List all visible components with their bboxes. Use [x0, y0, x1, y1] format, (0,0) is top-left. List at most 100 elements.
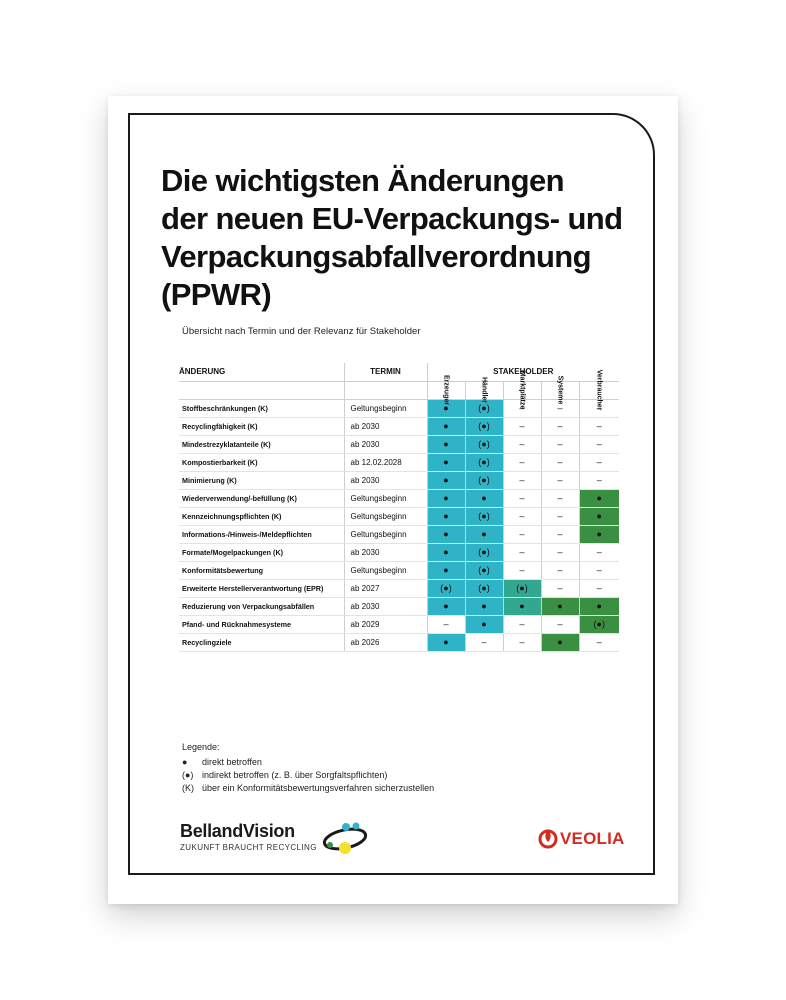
- stakeholder-cell: –: [540, 471, 579, 490]
- page-frame: [128, 113, 655, 875]
- legend-item: (K) über ein Konformitätsbewertungsverfah…: [182, 782, 434, 795]
- table-row: Stoffbeschränkungen (K) Geltungsbeginn ● (●…: [179, 399, 620, 418]
- table-row: Informations-/Hinweis-/Meldepflichten Gel…: [179, 525, 620, 544]
- stakeholder-cell: –: [502, 633, 541, 652]
- bellandvision-orbit-icon: [322, 822, 368, 854]
- stakeholder-cell: ●: [464, 597, 503, 616]
- stakeholder-cell: –: [502, 435, 541, 454]
- stakeholder-cell: –: [578, 543, 620, 562]
- stakeholder-cell: –: [578, 417, 620, 436]
- header-termin: TERMIN: [343, 363, 427, 382]
- stakeholder-cell: –: [578, 435, 620, 454]
- change-cell: Recyclingziele: [179, 633, 344, 652]
- legend-item: (●) indirekt betroffen (z. B. über Sorgfa…: [182, 769, 434, 782]
- document-page: Die wichtigsten Änderungen der neuen EU-…: [108, 96, 678, 904]
- stakeholder-cell: ●: [426, 633, 465, 652]
- stakeholder-cell: (●): [502, 579, 541, 598]
- stakeholder-cell: –: [502, 615, 541, 634]
- stakeholder-cell: ●: [426, 471, 465, 490]
- stakeholder-cell: ●: [464, 489, 503, 508]
- change-cell: Stoffbeschränkungen (K): [179, 399, 344, 418]
- stakeholder-verbraucher: Verbraucher: [578, 370, 620, 410]
- stakeholder-systeme: Systeme: [540, 376, 579, 404]
- stakeholder-cell: –: [540, 543, 579, 562]
- stakeholder-cell: –: [502, 471, 541, 490]
- termin-cell: Geltungsbeginn: [343, 561, 427, 580]
- stakeholder-cell: –: [502, 525, 541, 544]
- stakeholder-cell: (●): [464, 543, 503, 562]
- termin-cell: ab 2030: [343, 543, 427, 562]
- stakeholder-haendler: Händler: [464, 377, 503, 403]
- stakeholder-cell: –: [540, 435, 579, 454]
- stakeholder-cell: ●: [426, 417, 465, 436]
- table-header-row: ÄNDERUNG TERMIN STAKEHOLDER: [179, 363, 620, 382]
- termin-cell: ab 2027: [343, 579, 427, 598]
- stakeholder-cell: –: [502, 453, 541, 472]
- stakeholder-cell: –: [578, 399, 620, 418]
- stakeholder-cell: ●: [540, 597, 579, 616]
- stakeholder-cell: (●): [464, 417, 503, 436]
- stakeholder-cell: ●: [426, 435, 465, 454]
- table-row: Mindestrezyklatanteile (K) ab 2030 ● (●) – – –: [179, 435, 620, 454]
- stakeholder-cell: (●): [464, 579, 503, 598]
- legend-symbol: (K): [182, 783, 194, 793]
- table-row: Wiederverwendung/-befüllung (K) Geltungsb…: [179, 489, 620, 508]
- title-line-2: der neuen EU-Verpackungs- und: [161, 201, 623, 236]
- title-line-1: Die wichtigsten Änderungen: [161, 163, 565, 198]
- change-cell: Minimierung (K): [179, 471, 344, 490]
- stakeholder-cell: –: [578, 453, 620, 472]
- change-cell: Konformitätsbewertung: [179, 561, 344, 580]
- change-cell: Kompostierbarkeit (K): [179, 453, 344, 472]
- table-row: Pfand- und Rücknahmesysteme ab 2029– ● – – (●…: [179, 615, 620, 634]
- bellandvision-tagline: ZUKUNFT BRAUCHT RECYCLING: [180, 843, 317, 852]
- stakeholder-cell: –: [578, 579, 620, 598]
- legend-symbol: (●): [182, 770, 194, 780]
- stakeholder-cell: –: [540, 561, 579, 580]
- termin-cell: Geltungsbeginn: [343, 399, 427, 418]
- stakeholder-cell: –: [502, 561, 541, 580]
- termin-cell: ab 2026: [343, 633, 427, 652]
- stakeholder-cell: –: [502, 417, 541, 436]
- termin-cell: ab 12.02.2028: [343, 453, 427, 472]
- stakeholder-cell: ●: [426, 543, 465, 562]
- termin-cell: ab 2029: [343, 615, 427, 634]
- stakeholder-cell: ●: [426, 453, 465, 472]
- stakeholder-erzeuger: Erzeuger: [426, 375, 465, 405]
- table-row: Recyclingfähigkeit (K) ab 2030 ● (●) – – –: [179, 417, 620, 436]
- stakeholder-cell: –: [578, 633, 620, 652]
- header-change: ÄNDERUNG: [179, 363, 344, 382]
- table-row: Minimierung (K) ab 2030 ● (●) – – –: [179, 471, 620, 490]
- legend: Legende: ● direkt betroffen (●) indirekt b…: [182, 741, 434, 795]
- table-row: Konformitätsbewertung Geltungsbeginn ● (●) –…: [179, 561, 620, 580]
- stakeholder-cell: (●): [426, 579, 465, 598]
- change-cell: Reduzierung von Verpackungsabfällen: [179, 597, 344, 616]
- legend-title: Legende:: [182, 742, 220, 752]
- stakeholder-cell: –: [502, 489, 541, 508]
- stakeholder-cell: –: [540, 615, 579, 634]
- termin-cell: Geltungsbeginn: [343, 507, 427, 526]
- stakeholder-cell: ●: [426, 597, 465, 616]
- stakeholder-cell: –: [540, 453, 579, 472]
- change-cell: Formate/Mogelpackungen (K): [179, 543, 344, 562]
- stakeholder-cell: –: [502, 399, 541, 418]
- stakeholder-cell: –: [502, 507, 541, 526]
- stakeholder-cell: –: [540, 579, 579, 598]
- legend-symbol: ●: [182, 757, 188, 767]
- change-cell: Recyclingfähigkeit (K): [179, 417, 344, 436]
- change-cell: Mindestrezyklatanteile (K): [179, 435, 344, 454]
- header-stakeholder: STAKEHOLDER: [426, 363, 620, 382]
- stakeholder-cell: –: [540, 417, 579, 436]
- stakeholder-cell: (●): [464, 453, 503, 472]
- stakeholder-cell: (●): [464, 399, 503, 418]
- stakeholder-cell: (●): [464, 561, 503, 580]
- table-row: Recyclingziele ab 2026 ● – – ● –: [179, 633, 620, 652]
- termin-cell: ab 2030: [343, 435, 427, 454]
- legend-item: ● direkt betroffen: [182, 756, 434, 769]
- stakeholder-cell: –: [540, 507, 579, 526]
- table-row: Kompostierbarkeit (K) ab 12.02.2028 ● (●) – –…: [179, 453, 620, 472]
- stakeholder-cell: –: [540, 525, 579, 544]
- title-line-4: (PPWR): [161, 277, 272, 312]
- stakeholder-cell: –: [578, 561, 620, 580]
- document-title: Die wichtigsten Änderungen der neuen EU-…: [161, 162, 641, 314]
- veolia-name: VEOLIA: [560, 829, 625, 848]
